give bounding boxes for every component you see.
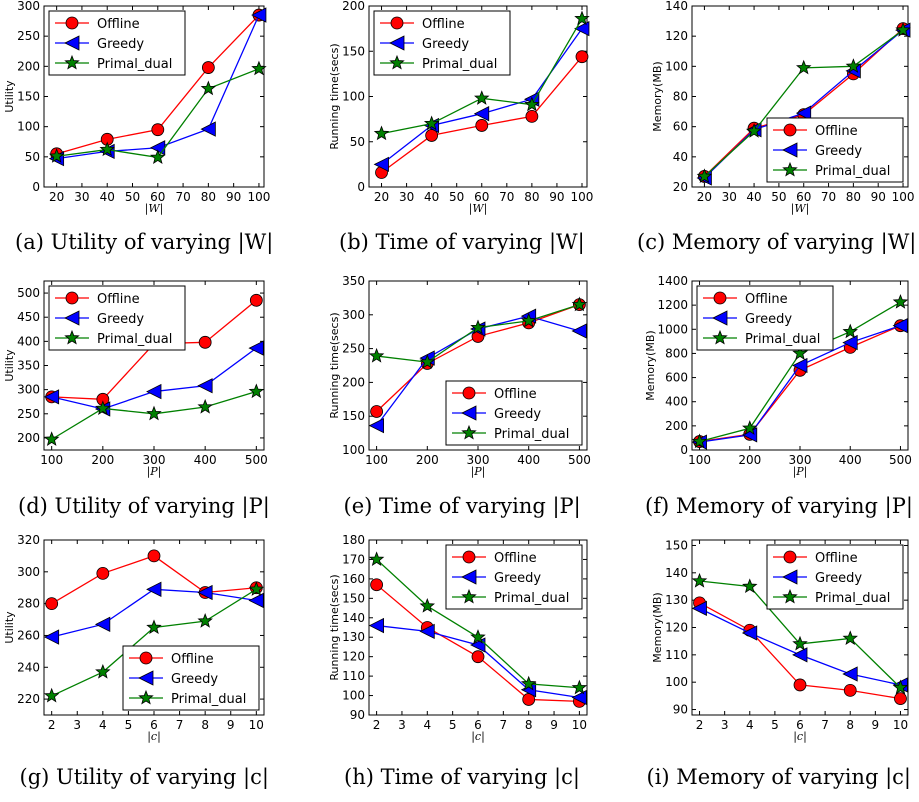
y-tick-label: 150 <box>665 538 688 552</box>
y-tick-label: 90 <box>673 703 688 717</box>
data-point-greedy <box>843 667 857 681</box>
y-tick-label: 110 <box>665 648 688 662</box>
legend: Offline Greedy Primal_dual <box>767 545 903 609</box>
x-tick-label: 5 <box>771 718 779 732</box>
y-tick-label: 100 <box>665 675 688 689</box>
x-tick-label: 7 <box>821 718 829 732</box>
y-axis-label: Memory(MB) <box>651 592 664 662</box>
legend-label: Offline <box>815 551 858 566</box>
figure-caption: (i) Memory of varying |c| <box>647 765 912 789</box>
data-point-offline <box>894 693 906 705</box>
y-tick-label: 130 <box>665 593 688 607</box>
legend-marker-offline <box>784 551 796 563</box>
x-tick-label: 8 <box>846 718 854 732</box>
data-point-greedy <box>793 648 807 662</box>
legend-label: Greedy <box>815 571 862 586</box>
x-tick-label: 3 <box>721 718 729 732</box>
y-tick-label: 120 <box>665 621 688 635</box>
legend-label: Primal_dual <box>815 591 890 606</box>
data-point-offline <box>794 679 806 691</box>
x-tick-label: 9 <box>872 718 880 732</box>
x-axis-label: |c| <box>793 730 807 744</box>
x-tick-label: 2 <box>696 718 704 732</box>
x-tick-label: 4 <box>746 718 754 732</box>
y-tick-label: 140 <box>665 566 688 580</box>
data-point-primal-dual <box>693 574 706 587</box>
data-point-primal-dual <box>743 579 756 592</box>
data-point-offline <box>844 684 856 696</box>
x-tick-label: 10 <box>893 718 908 732</box>
